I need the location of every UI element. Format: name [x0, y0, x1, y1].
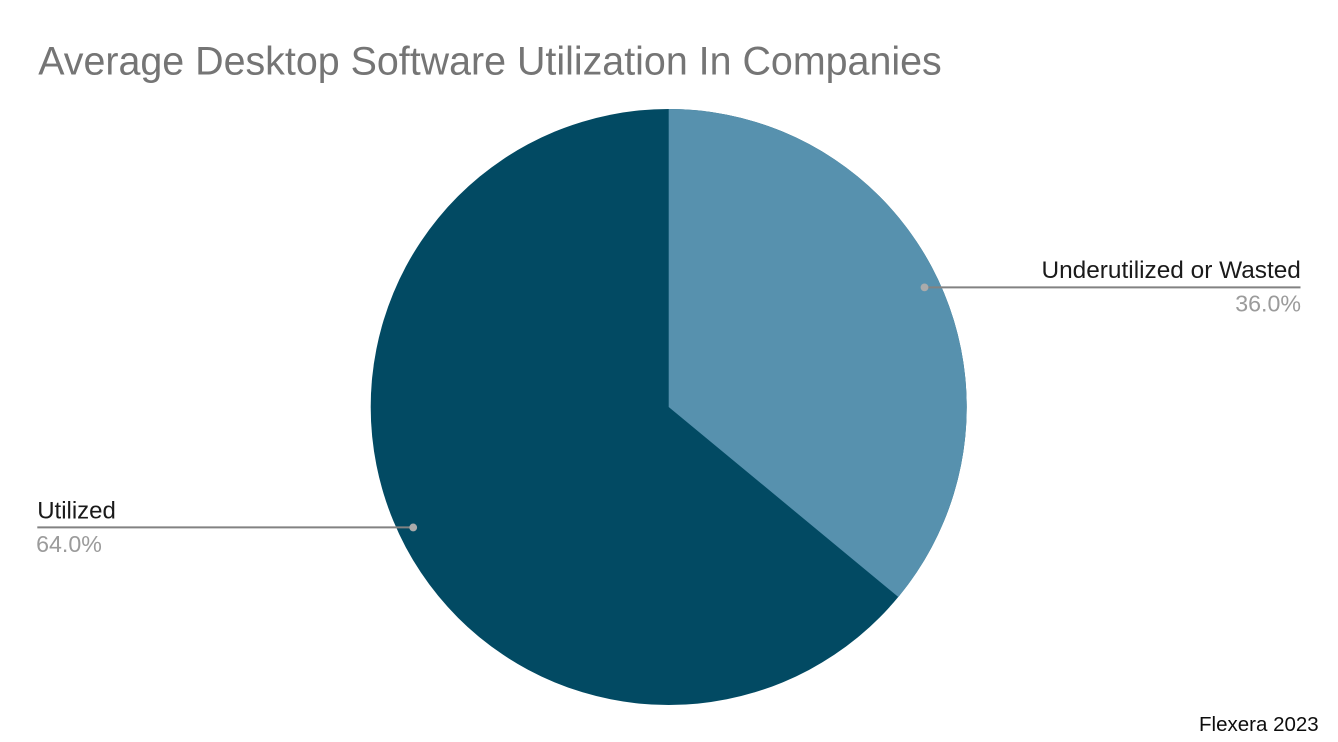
svg-text:Utilized: Utilized: [37, 497, 116, 524]
svg-text:Underutilized or Wasted: Underutilized or Wasted: [1042, 257, 1301, 284]
svg-text:Average Desktop Software Utili: Average Desktop Software Utilization In …: [38, 39, 942, 83]
svg-text:64.0%: 64.0%: [36, 531, 102, 557]
svg-text:Flexera 2023: Flexera 2023: [1199, 713, 1319, 736]
svg-text:36.0%: 36.0%: [1235, 291, 1301, 317]
